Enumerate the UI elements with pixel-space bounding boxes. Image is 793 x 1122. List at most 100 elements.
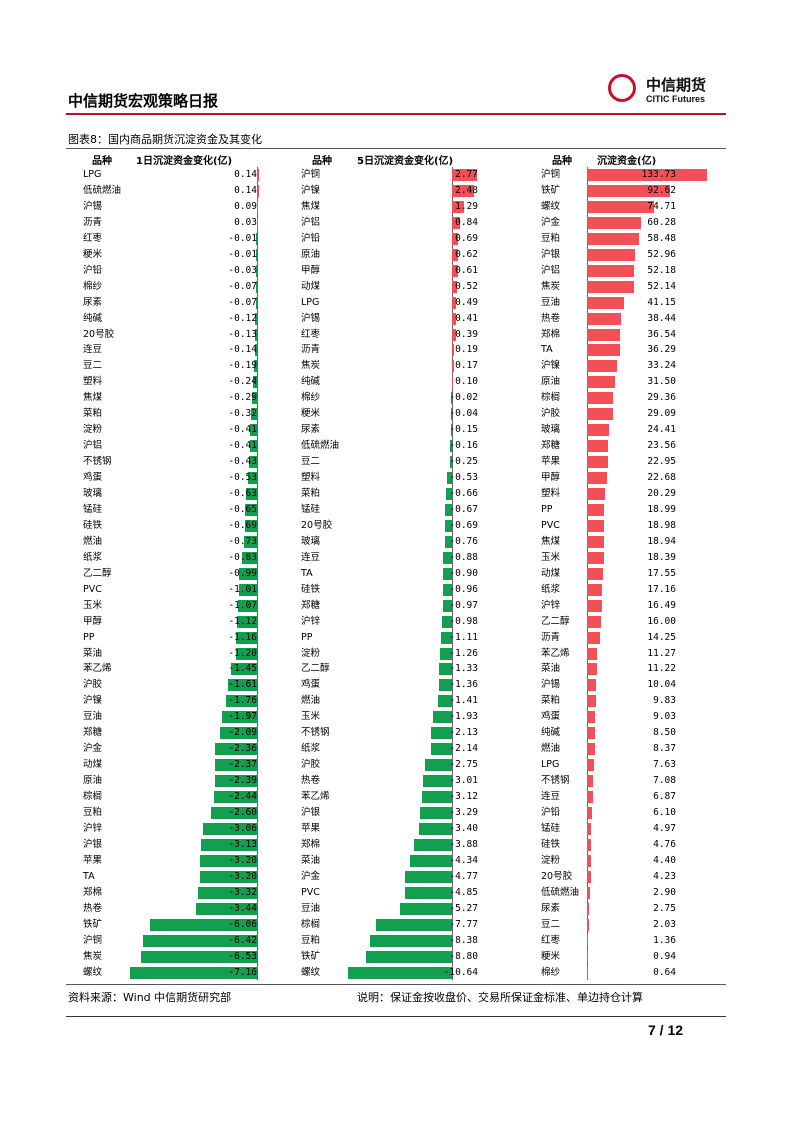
chart-1-value-label: -1.20 [228, 647, 257, 659]
chart-2-category-label: 不锈钢 [301, 727, 330, 739]
chart-3-category-label: 尿素 [541, 902, 561, 914]
chart-2-bar [400, 902, 452, 915]
chart-2-bar [451, 392, 452, 405]
chart-2-value-label: 2.48 [455, 184, 478, 196]
chart-3-bar [587, 886, 590, 899]
chart-3-value-label: 133.73 [641, 169, 676, 180]
chart-3-bar [587, 870, 591, 883]
figure-title: 图表8：国内商品期货沉淀资金及其变化 [68, 133, 262, 146]
chart-1-bar [244, 519, 257, 532]
chart-1-category-label: 塑料 [83, 376, 103, 388]
chart-2-category-label: 棉纱 [301, 392, 321, 404]
chart-1-bar [252, 376, 257, 389]
chart-3-bar [587, 599, 602, 612]
chart-3-category-label: 原油 [541, 376, 561, 388]
chart-2-bar [419, 807, 452, 819]
chart-1-category-label: 低硫燃油 [83, 184, 122, 196]
chart-1-value-label: -1.12 [228, 615, 257, 627]
chart-3-bar [587, 488, 606, 500]
chart-1-value-label: -1.45 [228, 663, 257, 675]
chart-1-bar [222, 711, 257, 724]
chart-1-category-label: 不锈钢 [83, 456, 112, 468]
chart-1-value-label: -0.99 [228, 567, 257, 579]
chart-3-value-label: 17.16 [647, 583, 676, 595]
chart-1-value-label: -2.44 [228, 791, 257, 803]
chart-3-value-label: 8.37 [653, 743, 676, 755]
chart-1-value-label: -2.09 [228, 727, 257, 739]
chart-2-bar [450, 424, 452, 437]
chart-1-category-label: 沪锡 [83, 200, 103, 212]
chart-2-bar [431, 727, 452, 740]
chart-3-value-label: 18.98 [647, 519, 676, 531]
chart-3-bar [587, 472, 608, 485]
chart-2-bar [443, 551, 452, 564]
chart-3-category-label: 焦炭 [541, 280, 561, 292]
chart-1-category-label: 原油 [83, 775, 103, 787]
chart-3-bar [587, 822, 592, 835]
chart-3-category-label: 红枣 [541, 934, 561, 946]
chart-2-bar [452, 169, 477, 181]
chart-2-value-label: -1.36 [449, 679, 478, 691]
chart-1-bar [231, 663, 257, 676]
chart-2-value-label: -1.41 [449, 695, 478, 707]
chart-2-category-header: 品种 [312, 156, 332, 167]
chart-3-bar [587, 344, 620, 357]
chart-3-category-label: 苹果 [541, 456, 561, 468]
chart-2-category-label: 沪铅 [301, 232, 321, 244]
chart-3-bar [587, 264, 634, 277]
chart-1-value-label: -0.07 [228, 296, 257, 308]
chart-2-value-label: -7.77 [449, 918, 478, 930]
chart-2-category-label: 低硫燃油 [301, 440, 340, 452]
chart-1-bar [251, 392, 257, 405]
chart-2-value-label: -4.34 [449, 854, 478, 866]
chart-1-category-label: 郑棉 [83, 886, 103, 898]
chart-2-bar [450, 440, 452, 453]
figure-top-rule [66, 148, 726, 149]
chart-2-bar [445, 519, 452, 532]
chart-1-value-label: -7.16 [228, 966, 257, 978]
chart-2-category-label: 粳米 [301, 408, 321, 420]
chart-3-value-label: 2.03 [653, 918, 676, 930]
chart-2-value-label: 0.49 [455, 296, 478, 308]
chart-2-value-label: 2.77 [455, 169, 478, 180]
chart-3-value-label: 18.39 [647, 551, 676, 563]
chart-2-category-label: 菜油 [301, 854, 321, 866]
chart-2-value-label: -4.85 [449, 886, 478, 898]
chart-2-bar [370, 934, 452, 947]
chart-1-bar [256, 232, 257, 245]
chart-1-value-label: -0.01 [228, 248, 257, 260]
chart-3-category-label: 甲醇 [541, 472, 561, 484]
chart-2-bar [452, 200, 464, 213]
chart-3-category-label: 热卷 [541, 312, 561, 324]
chart-2-category-label: 沪胶 [301, 759, 321, 771]
chart-3-category-label: 锰硅 [541, 822, 561, 834]
chart-3-bar [587, 695, 596, 708]
chart-3-value-label: 18.94 [647, 535, 676, 547]
chart-2-category-label: 燃油 [301, 695, 321, 707]
chart-3-value-label: 74.71 [647, 200, 676, 212]
chart-1-category-label: 沪镍 [83, 695, 103, 707]
chart-2-value-label: -0.04 [449, 408, 478, 420]
chart-2-category-label: 郑糖 [301, 599, 321, 611]
chart-1-bar [254, 344, 257, 357]
chart-2-value-label: -1.11 [449, 631, 478, 643]
chart-2-value-label: -2.75 [449, 759, 478, 771]
chart-2-category-label: 纯碱 [301, 376, 321, 388]
chart-1-value-label: -0.14 [228, 344, 257, 356]
chart-1-value-label: -3.44 [228, 902, 257, 914]
chart-3-value-label: 7.63 [653, 759, 676, 771]
chart-1-category-label: 鸡蛋 [83, 472, 103, 484]
chart-2-category-label: 豆粕 [301, 934, 321, 946]
chart-2-bar [405, 870, 452, 883]
chart-2-value-label: 0.61 [455, 264, 478, 276]
chart-2-value-label: -0.53 [449, 472, 478, 484]
chart-3-value-label: 11.22 [647, 663, 676, 675]
chart-2-category-label: LPG [301, 296, 320, 308]
chart-3-bar [587, 854, 591, 867]
chart-2-bar [452, 216, 460, 229]
chart-1-bar [255, 296, 257, 309]
chart-2-value-label: 0.17 [455, 360, 478, 372]
chart-3-bar [587, 503, 605, 516]
chart-1-category-label: 锰硅 [83, 503, 103, 515]
chart-2-bar [421, 791, 452, 804]
